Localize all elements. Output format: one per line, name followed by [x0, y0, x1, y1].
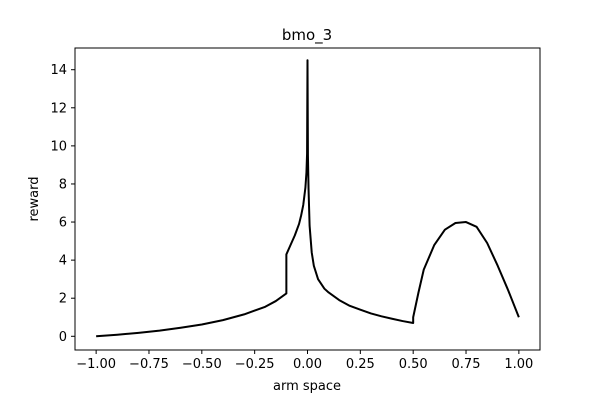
- y-tick-label: 14: [50, 63, 67, 78]
- x-tick-label: 0.25: [346, 357, 375, 372]
- y-tick-label: 8: [59, 177, 67, 192]
- y-tick-label: 2: [59, 292, 67, 307]
- y-axis-label: reward: [27, 176, 42, 221]
- x-tick-label: −1.00: [76, 357, 116, 372]
- y-tick-label: 12: [50, 101, 67, 116]
- x-tick-label: 1.00: [504, 357, 533, 372]
- x-tick-label: 0.75: [452, 357, 481, 372]
- y-tick-label: 6: [59, 216, 67, 231]
- x-axis-label: arm space: [273, 379, 341, 394]
- y-tick-label: 0: [59, 330, 67, 345]
- x-tick-label: −0.50: [182, 357, 222, 372]
- y-axis-ticks: 0 2 4 6 8 10 12 14: [50, 63, 75, 345]
- x-tick-label: −0.25: [235, 357, 275, 372]
- y-tick-label: 4: [59, 254, 67, 269]
- chart-title: bmo_3: [282, 26, 332, 45]
- x-tick-label: −0.75: [129, 357, 169, 372]
- x-tick-label: 0.00: [293, 357, 322, 372]
- series-line: [96, 59, 520, 338]
- x-tick-label: 0.50: [399, 357, 428, 372]
- x-axis-ticks: −1.00 −0.75 −0.50 −0.25 0.00 0.25 0.50 0.75 1.00: [76, 350, 533, 372]
- y-tick-label: 10: [50, 139, 67, 154]
